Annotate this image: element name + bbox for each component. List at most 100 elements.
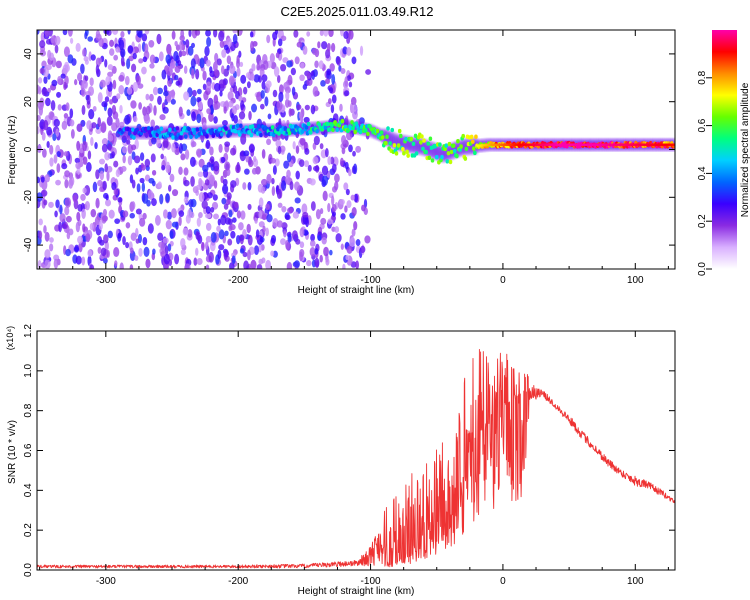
ridge-core (623, 143, 626, 146)
ridge-sample (380, 135, 385, 140)
noise-speckle (222, 119, 228, 126)
noise-speckle (273, 66, 280, 77)
noise-speckle (94, 142, 98, 150)
noise-speckle (330, 104, 335, 114)
noise-speckle (90, 136, 94, 146)
noise-speckle (295, 238, 301, 245)
ridge-sample (363, 128, 368, 133)
ridge-core (583, 143, 586, 146)
ridge-core (622, 143, 625, 146)
noise-speckle (114, 218, 121, 224)
noise-speckle (157, 87, 163, 95)
noise-speckle (244, 168, 250, 175)
x-tick-label: -100 (361, 275, 381, 286)
noise-speckle (187, 45, 194, 56)
noise-speckle (223, 106, 227, 114)
colorbar: 0.0 0.2 0.4 0.6 0.8 Normalized spectral ampl… (697, 30, 750, 276)
ridge-sample (385, 134, 389, 139)
noise-speckle (196, 88, 202, 95)
ridge-core (506, 143, 508, 146)
noise-speckle (223, 44, 229, 51)
noise-speckle (239, 248, 245, 254)
ridge-core (669, 143, 671, 146)
noise-speckle (187, 228, 193, 238)
noise-speckle (330, 156, 335, 165)
noise-speckle (171, 208, 177, 219)
noise-speckle (216, 58, 222, 66)
noise-speckle (56, 163, 61, 173)
ridge-core (529, 143, 531, 146)
noise-speckle (309, 247, 316, 257)
ridge-sample (249, 132, 254, 138)
noise-speckle (150, 153, 156, 163)
noise-speckle (86, 120, 92, 130)
ridge-core (632, 143, 634, 146)
noise-speckle (330, 42, 336, 53)
noise-speckle (120, 48, 126, 58)
noise-speckle (142, 236, 148, 246)
noise-speckle (304, 160, 310, 168)
noise-speckle (104, 151, 111, 161)
spectrogram-noise-layer (37, 30, 372, 269)
noise-speckle (126, 58, 131, 70)
noise-speckle (259, 103, 265, 110)
noise-speckle (217, 218, 221, 226)
noise-speckle (151, 75, 156, 83)
noise-speckle (202, 164, 209, 172)
noise-speckle (163, 90, 169, 97)
noise-speckle (105, 199, 111, 207)
noise-speckle (212, 194, 218, 201)
noise-speckle (250, 40, 255, 52)
noise-speckle (165, 54, 172, 64)
noise-speckle (76, 140, 81, 151)
ridge-core (608, 143, 611, 146)
noise-speckle (156, 33, 162, 45)
noise-speckle (57, 104, 62, 111)
noise-speckle (143, 115, 151, 124)
noise-speckle (144, 43, 149, 54)
noise-speckle (132, 52, 137, 60)
noise-speckle (355, 260, 360, 269)
noise-speckle (148, 40, 155, 48)
ridge-core (670, 143, 672, 146)
ridge-core (543, 143, 545, 146)
noise-speckle (184, 263, 191, 269)
ridge-core (661, 143, 664, 146)
noise-speckle (88, 86, 95, 96)
ridge-sample (414, 151, 419, 156)
noise-speckle (261, 74, 268, 82)
noise-speckle (295, 170, 300, 180)
noise-speckle (230, 180, 237, 188)
noise-speckle (270, 250, 275, 257)
noise-speckle (138, 247, 143, 257)
noise-speckle (224, 161, 231, 171)
noise-speckle (202, 70, 207, 81)
noise-speckle (292, 141, 296, 150)
ridge-core (668, 143, 670, 146)
noise-speckle (309, 178, 316, 186)
noise-speckle (54, 35, 61, 46)
y-tick-label: -40 (23, 237, 34, 252)
ridge-sample (168, 127, 172, 132)
noise-speckle (54, 210, 58, 218)
noise-speckle (69, 119, 75, 127)
ridge-core (521, 143, 524, 146)
noise-speckle (350, 96, 357, 106)
ridge-sample (472, 146, 476, 151)
noise-speckle (219, 40, 225, 49)
noise-speckle (328, 87, 334, 94)
ridge-core (590, 143, 593, 146)
noise-speckle (287, 233, 292, 243)
noise-speckle (175, 80, 181, 86)
noise-speckle (351, 228, 356, 237)
noise-speckle (198, 100, 203, 110)
noise-speckle (105, 30, 110, 35)
ridge-core (614, 143, 616, 146)
ridge-sample (147, 129, 152, 135)
noise-speckle (283, 230, 287, 238)
ridge-sample (171, 135, 175, 140)
noise-speckle (190, 176, 195, 187)
noise-speckle (44, 174, 50, 183)
noise-speckle (77, 72, 83, 82)
noise-speckle (210, 231, 217, 243)
